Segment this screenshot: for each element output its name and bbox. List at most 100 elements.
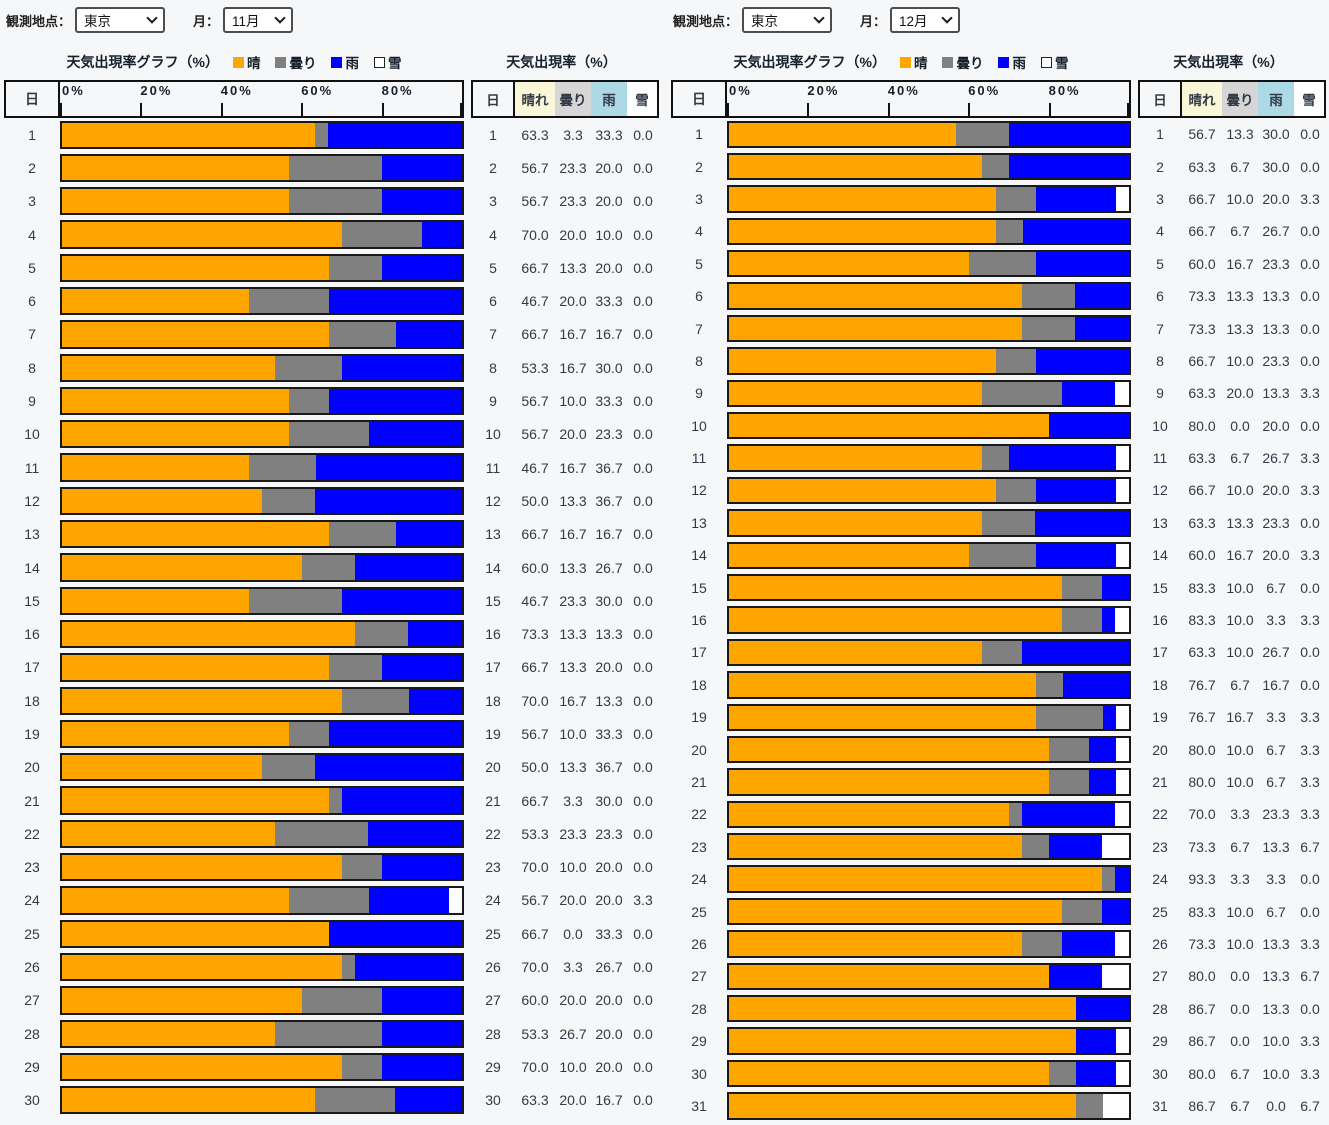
table-day-cell: 14	[1152, 547, 1168, 564]
axis-label: 80%	[1048, 83, 1081, 98]
weather-bar-track	[60, 617, 464, 650]
table-rain-value: 3.3	[1266, 871, 1286, 888]
day-number: 2	[695, 158, 703, 175]
table-rain-value: 23.3	[1262, 352, 1290, 369]
weather-bar-track	[60, 284, 464, 317]
weather-bar-track	[727, 539, 1131, 571]
sunny-segment	[729, 316, 1023, 341]
table-rain-value: 13.3	[595, 626, 623, 643]
day-row: 28 28 53.3 26.7 20.0 0.0	[4, 1017, 659, 1050]
stacked-weather-bar	[727, 1092, 1131, 1120]
sunny-segment	[62, 322, 329, 347]
rain-segment	[1022, 219, 1129, 244]
table-day-cell: 6	[1156, 288, 1164, 305]
table-cloudy-value: 16.7	[1226, 255, 1254, 272]
table-sunny-value: 50.0	[521, 492, 549, 509]
legend-label: 雪	[1054, 56, 1069, 71]
table-cloudy-value: 23.3	[559, 825, 587, 842]
axis-tick	[60, 103, 62, 116]
day-row: 13 13 66.7 16.7 16.7 0.0	[4, 518, 659, 551]
weather-bar-track	[727, 571, 1131, 603]
day-number: 8	[695, 352, 703, 369]
table-rain-value: 20.0	[595, 1025, 623, 1042]
day-number: 26	[691, 935, 707, 952]
station-select[interactable]: 東京	[75, 7, 166, 33]
table-day-cell: 5	[489, 259, 497, 276]
rain-segment	[381, 189, 462, 214]
table-sunny-value: 66.7	[1188, 223, 1216, 240]
table-rain-value: 20.0	[595, 159, 623, 176]
table-rain-value: 20.0	[595, 259, 623, 276]
cloudy-segment	[342, 688, 409, 713]
table-snow-value: 0.0	[633, 459, 653, 476]
cloudy-segment	[342, 954, 356, 980]
table-rain-value: 26.7	[1262, 450, 1290, 467]
rain-segment	[382, 855, 462, 880]
weather-bar-track	[60, 751, 464, 784]
table-rain-value: 30.0	[1262, 158, 1290, 175]
axis-label: 60%	[968, 83, 1001, 98]
station-select[interactable]: 東京	[742, 7, 833, 33]
sunny-segment	[729, 122, 956, 146]
day-number: 14	[24, 559, 40, 576]
table-sunny-value: 56.7	[521, 892, 549, 909]
sunny-segment	[729, 1094, 1076, 1118]
table-day-cell: 28	[485, 1025, 501, 1042]
month-select[interactable]: 11月	[223, 7, 294, 33]
table-rain-value: 6.7	[1266, 579, 1286, 596]
stacked-weather-bar	[60, 1019, 464, 1048]
day-number: 14	[691, 547, 707, 564]
weather-bar-track	[60, 684, 464, 717]
day-row: 4 4 70.0 20.0 10.0 0.0	[4, 218, 659, 251]
table-snow-value: 0.0	[1300, 903, 1320, 920]
day-row: 2 2 63.3 6.7 30.0 0.0	[671, 150, 1326, 182]
rain-segment	[395, 322, 462, 347]
table-cloudy-value: 16.7	[1226, 547, 1254, 564]
weather-bar-track	[727, 766, 1131, 798]
table-snow-value: 0.0	[633, 359, 653, 376]
table-rain-value: 20.0	[1262, 547, 1290, 564]
day-row: 11 11 46.7 16.7 36.7 0.0	[4, 451, 659, 484]
rain-segment	[1062, 932, 1116, 956]
month-select[interactable]: 12月	[890, 7, 961, 33]
axis-tick	[460, 103, 462, 116]
stacked-weather-bar	[727, 250, 1131, 278]
table-cloudy-value: 10.0	[1226, 612, 1254, 629]
cloudy-segment	[995, 478, 1036, 503]
axis-label: 0%	[729, 83, 752, 98]
table-rain-value: 26.7	[1262, 644, 1290, 661]
table-sunny-value: 66.7	[521, 259, 549, 276]
table-cloudy-value: 20.0	[559, 226, 587, 243]
weather-bar-track	[727, 377, 1131, 409]
table-sunny-value: 66.7	[521, 659, 549, 676]
day-number: 13	[691, 514, 707, 531]
weather-bar-track	[727, 183, 1131, 215]
day-row: 16 16 83.3 10.0 3.3 3.3	[671, 604, 1326, 636]
snow-segment	[1115, 770, 1129, 794]
table-snow-value: 0.0	[633, 226, 653, 243]
day-number: 13	[24, 526, 40, 543]
table-day-cell: 12	[485, 492, 501, 509]
day-number: 25	[691, 903, 707, 920]
rain-segment	[1035, 543, 1116, 567]
day-row: 29 29 70.0 10.0 20.0 0.0	[4, 1050, 659, 1083]
rain-segment	[381, 155, 462, 181]
table-header-rain: 雨	[591, 82, 627, 116]
cloudy-segment	[328, 788, 342, 813]
stacked-weather-bar	[727, 347, 1131, 375]
table-cloudy-value: 20.0	[1226, 385, 1254, 402]
stacked-weather-bar	[727, 1059, 1131, 1088]
cloudy-segment	[315, 122, 329, 147]
table-cloudy-value: 10.0	[1226, 644, 1254, 661]
table-day-cell: 8	[1156, 352, 1164, 369]
table-sunny-value: 73.3	[521, 626, 549, 643]
day-row: 23 23 70.0 10.0 20.0 0.0	[4, 851, 659, 884]
table-sunny-value: 86.7	[1188, 1000, 1216, 1017]
station-label: 観測地点：	[673, 13, 739, 29]
stacked-weather-bar	[727, 444, 1131, 472]
day-number: 27	[24, 992, 40, 1009]
rain-segment	[341, 355, 462, 380]
day-row: 24 24 93.3 3.3 3.3 0.0	[671, 863, 1326, 895]
weather-bar-track	[727, 280, 1131, 312]
controls-row: 観測地点： 東京 月： 11月	[6, 6, 659, 34]
